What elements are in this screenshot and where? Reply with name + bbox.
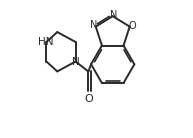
Text: N: N	[72, 57, 79, 67]
Text: O: O	[128, 21, 136, 31]
Text: N: N	[91, 20, 98, 30]
Text: HN: HN	[38, 37, 53, 47]
Text: N: N	[110, 10, 117, 20]
Text: O: O	[84, 94, 93, 104]
